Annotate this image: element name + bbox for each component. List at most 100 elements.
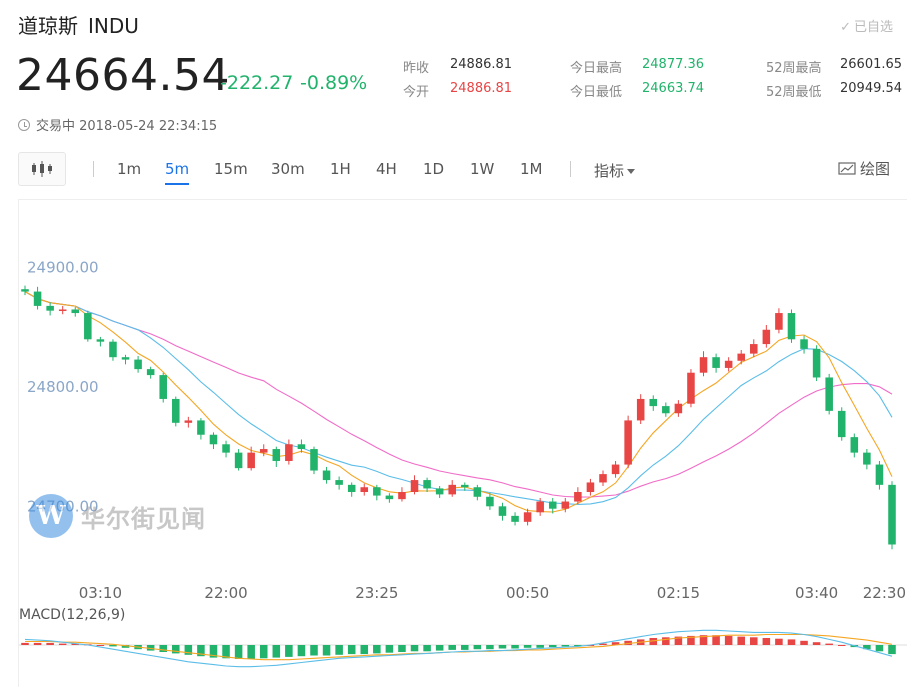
candle-body xyxy=(121,357,130,360)
candle-body xyxy=(775,313,783,330)
timeframe-1w[interactable]: 1W xyxy=(470,160,495,178)
candle-body xyxy=(209,434,218,445)
indicator-dropdown[interactable]: 指标 xyxy=(594,160,636,181)
candle-body xyxy=(762,329,771,345)
draw-label: 绘图 xyxy=(859,160,890,178)
candle-body xyxy=(511,515,519,522)
macd-bar xyxy=(109,645,117,647)
macd-bar xyxy=(511,645,519,649)
macd-bar xyxy=(310,645,318,656)
candle-body xyxy=(234,452,243,469)
watchlist-label: 已自选 xyxy=(853,20,893,35)
candle-body xyxy=(523,512,532,522)
candle-body xyxy=(360,487,369,492)
candle-body xyxy=(297,444,306,450)
kline-chart[interactable]: 24900.0024800.0024700.0003:1022:0023:250… xyxy=(19,200,907,687)
macd-bar xyxy=(172,645,180,654)
macd-bar xyxy=(574,645,582,646)
x-tick-label: 03:40 xyxy=(795,584,838,602)
macd-bar xyxy=(96,645,105,646)
last-price: 24664.54 xyxy=(16,50,230,101)
timeframe-1d[interactable]: 1D xyxy=(423,160,445,178)
y-tick-label: 24800.00 xyxy=(27,378,99,396)
macd-bar xyxy=(272,645,281,658)
candle-body xyxy=(285,444,293,461)
macd-bar xyxy=(146,645,155,651)
chart-toolbar: 1m 5m 15m 30m 1H 4H 1D 1W 1M 指标 绘图 xyxy=(18,152,898,188)
candle-body xyxy=(172,398,180,423)
trading-status-text: 交易中 2018-05-24 22:34:15 xyxy=(36,119,218,134)
candle-body xyxy=(586,482,595,492)
candle-body xyxy=(58,309,67,311)
candle-body xyxy=(410,480,419,492)
macd-bar xyxy=(385,645,394,653)
candle-body xyxy=(888,484,896,545)
macd-bar xyxy=(888,645,896,655)
macd-bar xyxy=(750,637,758,645)
macd-bar xyxy=(837,645,846,646)
macd-bar xyxy=(373,645,381,654)
candle-body xyxy=(423,480,431,489)
stat-value: 24886.81 xyxy=(450,81,513,96)
ma5-line xyxy=(24,291,893,513)
timeframe-5m[interactable]: 5m xyxy=(165,160,190,185)
check-icon: ✓ xyxy=(840,20,851,35)
macd-bar xyxy=(775,638,783,645)
stat-52w-high: 52周最高 26601.65 xyxy=(766,57,902,76)
candle-body xyxy=(347,484,356,492)
macd-bar xyxy=(335,645,343,655)
stat-value: 24877.36 xyxy=(642,57,705,72)
timeframe-1h[interactable]: 1H xyxy=(330,160,351,178)
macd-bar xyxy=(812,642,821,645)
macd-bar xyxy=(611,642,620,645)
timeframe-30m[interactable]: 30m xyxy=(271,160,305,178)
chart-panel[interactable]: 24900.0024800.0024700.0003:1022:0023:250… xyxy=(18,199,907,687)
indicator-label: 指标 xyxy=(594,162,625,180)
macd-bar xyxy=(285,645,293,657)
timeframe-4h[interactable]: 4H xyxy=(376,160,397,178)
macd-bar xyxy=(435,645,444,651)
candle-body xyxy=(787,313,796,340)
candle-body xyxy=(800,339,808,349)
candle-body xyxy=(385,495,394,500)
caret-down-icon xyxy=(627,169,636,174)
candle-body xyxy=(574,492,582,502)
candle-body xyxy=(109,341,117,358)
macd-bar xyxy=(71,643,80,645)
macd-bar xyxy=(410,645,419,652)
macd-bar xyxy=(649,638,658,645)
macd-bar xyxy=(699,635,708,645)
timeframe-1mo[interactable]: 1M xyxy=(520,160,543,178)
candle-body xyxy=(398,492,406,500)
chart-type-button[interactable] xyxy=(18,152,66,186)
macd-bar xyxy=(863,645,871,650)
macd-bar xyxy=(360,645,369,655)
macd-bar xyxy=(322,645,331,656)
candle-body xyxy=(712,357,720,368)
candle-body xyxy=(599,474,607,483)
timeframe-15m[interactable]: 15m xyxy=(214,160,248,178)
macd-bar xyxy=(561,645,570,647)
macd-bar xyxy=(21,642,29,645)
watchlist-toggle[interactable]: ✓ 已自选 xyxy=(840,16,893,35)
candle-body xyxy=(272,449,281,461)
macd-diff-line xyxy=(24,629,893,668)
macd-label: MACD(12,26,9) xyxy=(19,607,125,623)
macd-bar xyxy=(209,645,218,658)
candle-body xyxy=(863,452,871,465)
candlestick-icon xyxy=(32,161,52,177)
timeframe-1m[interactable]: 1m xyxy=(117,160,142,178)
candle-body xyxy=(310,449,318,471)
clock-icon xyxy=(18,119,30,131)
x-tick-label: 02:15 xyxy=(657,584,700,602)
candle-body xyxy=(724,360,733,368)
candle-body xyxy=(875,464,884,485)
macd-bar xyxy=(712,635,720,645)
candle-body xyxy=(674,403,683,414)
draw-button[interactable]: 绘图 xyxy=(838,158,890,179)
ma20-line xyxy=(24,291,893,498)
stat-label: 今开 xyxy=(403,85,430,100)
candle-body xyxy=(335,480,343,485)
y-tick-label: 24900.00 xyxy=(27,259,99,277)
trading-status: 交易中 2018-05-24 22:34:15 xyxy=(18,115,217,134)
